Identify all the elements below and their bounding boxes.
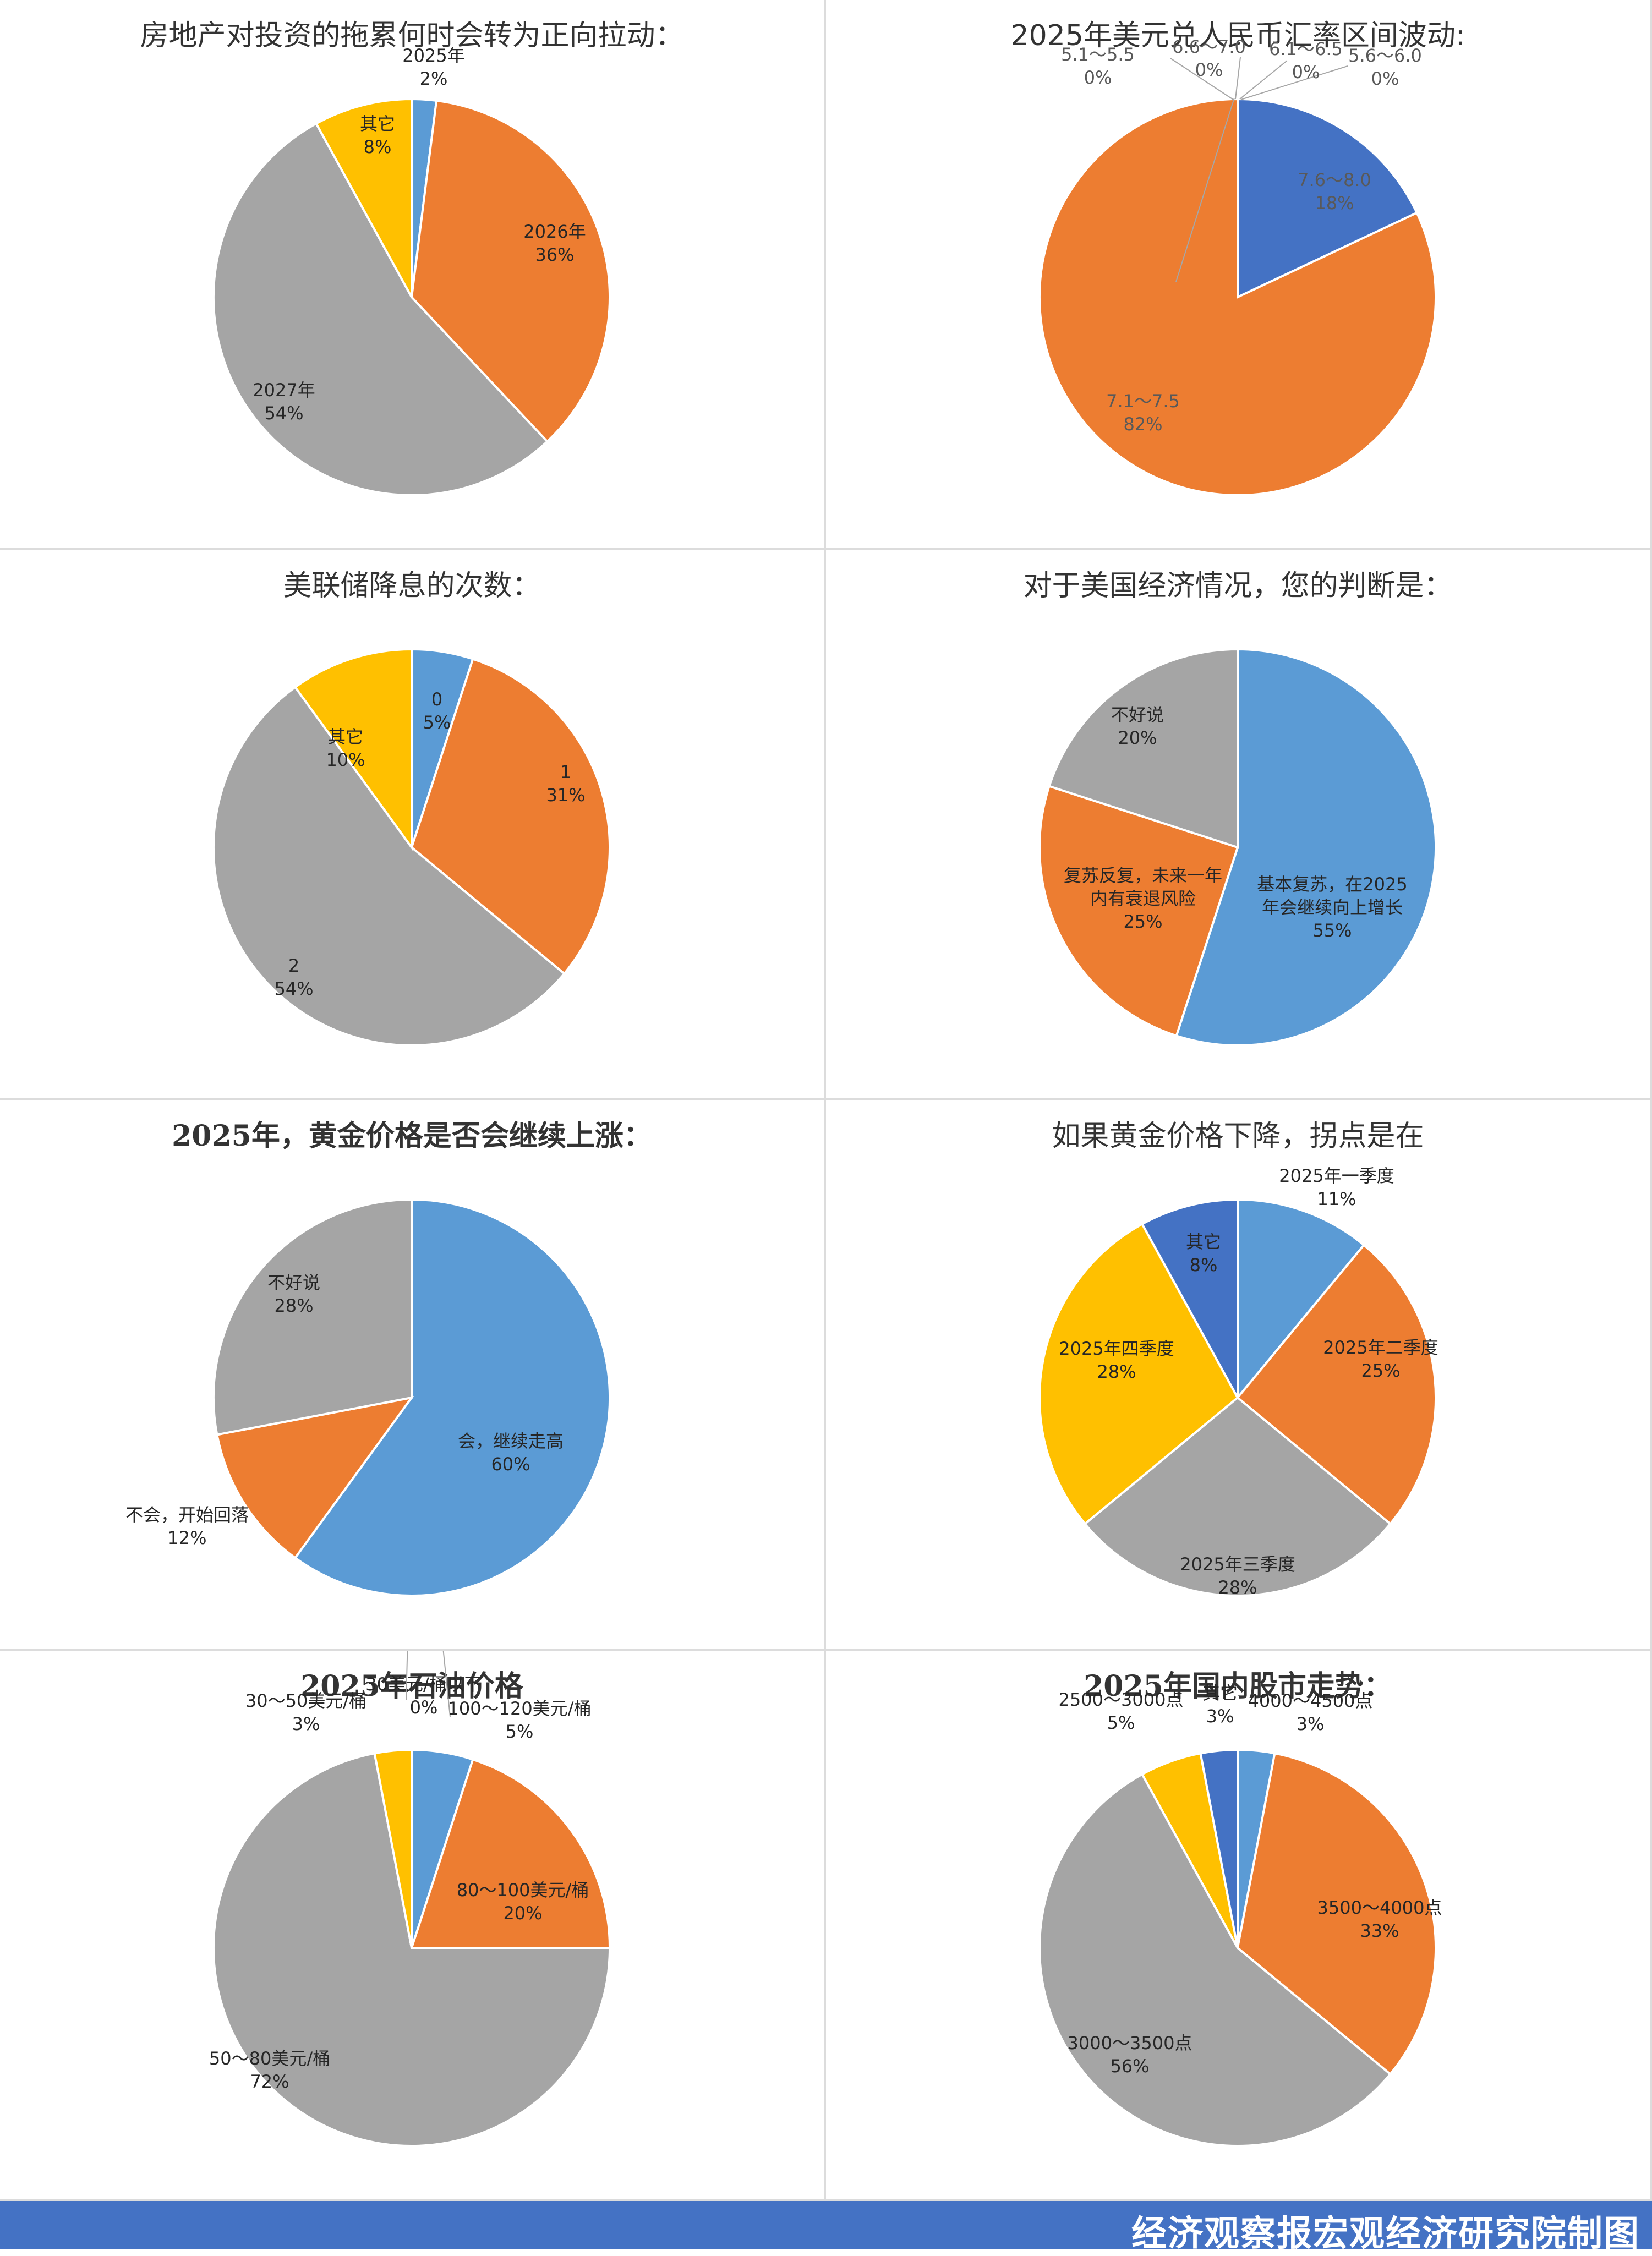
pie-slice: [1199, 1748, 1239, 1948]
slice-data-label: 100～120美元/桶 5%: [448, 1698, 592, 1742]
chart-panel-stock-market: 2025年国内股市走势： 4000～4500点 3% 3500～4000点 33% 30…: [826, 1651, 1652, 2201]
slice-data-label: 2027年 54%: [253, 380, 315, 424]
slice-data-label: 2025年三季度 28%: [1180, 1554, 1295, 1598]
pie-slice: [1140, 1198, 1239, 1398]
pie-slice: [1236, 1243, 1437, 1526]
slice-data-label: 4000～4500点 3%: [1248, 1690, 1373, 1734]
slice-data-label: 7.6～8.0 18%: [1298, 169, 1371, 213]
slice-data-label: 50～80美元/桶 72%: [209, 2048, 330, 2092]
chart-panel-real-estate: 房地产对投资的拖累何时会转为正向拉动： 2025年 2% 2026年 36% 2027年…: [0, 0, 826, 550]
pie-slice: [410, 658, 611, 976]
chart-title: 美联储降息的次数：: [283, 570, 541, 603]
pie-slice: [1237, 1198, 1366, 1401]
slice-data-label: 2025年一季度 11%: [1279, 1165, 1394, 1209]
leader-line: [1239, 60, 1288, 100]
slice-data-label: 2025年二季度 25%: [1323, 1337, 1438, 1381]
chart-panel-fed-cuts: 美联储降息的次数： 0 5% 1 31% 2 54% 其它 10%: [0, 550, 826, 1100]
slice-data-label: 0 5%: [423, 689, 451, 733]
footer-credit: 经济观察报宏观经济研究院制图: [1131, 2214, 1640, 2254]
slice-data-label: 2 54%: [274, 955, 313, 999]
slice-data-label: 2500～3000点 5%: [1059, 1689, 1184, 1733]
pie-slice: [1083, 1396, 1392, 1597]
slice-data-label: 2026年 36%: [523, 221, 586, 265]
slice-data-label: 复苏反复，未来一年内有衰退风险 25%: [1064, 865, 1222, 932]
chart-title: 2025年石油价格: [300, 1669, 523, 1703]
footer-banner: 经济观察报宏观经济研究院制图: [0, 2201, 1652, 2254]
slice-data-label: 30～50美元/桶 3%: [245, 1690, 366, 1734]
pie-slice: [1175, 648, 1437, 1047]
pie-chart-stock-market: 4000～4500点 3% 3500～4000点 33% 3000～3500点 56% 25…: [1038, 1683, 1442, 2147]
pie-slice: [1236, 1752, 1437, 2076]
pie-slice: [1237, 97, 1419, 299]
pie-slice: [1038, 1222, 1239, 1526]
pie-slice: [314, 97, 413, 298]
chart-panel-oil-price: 2025年石油价格 100～120美元/桶 5% 80～100美元/桶 20% 50～8…: [0, 1651, 826, 2201]
slice-data-label: 6.1～6.5 0%: [1269, 39, 1343, 83]
slice-data-label: 2025年 2%: [402, 45, 464, 89]
slice-data-label: 7.1～7.5 82%: [1106, 391, 1180, 435]
pie-chart-usd-cny: 7.6～8.0 18%7.1～7.5 82%6.6～7.0 0%6.1～6.5 0%5.…: [1038, 36, 1437, 496]
slice-data-label: 6.6～7.0 0%: [1172, 36, 1246, 80]
pie-slice: [212, 122, 549, 496]
chart-panel-gold-turning-point: 如果黄金价格下降，拐点是在 2025年一季度 11% 2025年二季度 25% 2025…: [826, 1100, 1652, 1651]
pie-slice: [410, 99, 611, 443]
chart-title: 2025年，黄金价格是否会继续上涨：: [172, 1119, 652, 1153]
slice-data-label: 3500～4000点 33%: [1317, 1897, 1442, 1941]
chart-panel-us-economy: 对于美国经济情况，您的判断是： 基本复苏，在2025 年会继续向上增长 55% 复苏反…: [826, 550, 1652, 1100]
chart-panel-gold-rise: 2025年，黄金价格是否会继续上涨： 会，继续走高 60% 不会，开始回落 12% 不好…: [0, 1100, 826, 1651]
chart-title: 房地产对投资的拖累何时会转为正向拉动：: [140, 19, 684, 52]
leader-line: [1175, 97, 1235, 282]
slice-data-label: 基本复苏，在2025 年会继续向上增长 55%: [1257, 874, 1407, 941]
pie-chart-fed-cuts: 0 5% 1 31% 2 54% 其它 10%: [212, 648, 611, 1047]
chart-title: 2025年国内股市走势：: [1084, 1669, 1392, 1703]
chart-title: 如果黄金价格下降，拐点是在: [1052, 1120, 1424, 1153]
slice-data-label: 其它 3%: [1202, 1683, 1238, 1727]
pie-slice: [1048, 648, 1239, 849]
pie-slice: [1038, 1772, 1392, 2147]
chart-title: 2025年美元兑人民币汇率区间波动:: [1010, 19, 1465, 52]
leader-line: [406, 1651, 408, 1701]
slice-data-label: 不会，开始回落 12%: [125, 1504, 249, 1548]
slice-data-label: 5.1～5.5 0%: [1061, 44, 1135, 88]
pie-slice: [373, 1748, 413, 1948]
slice-data-label: 其它 8%: [360, 113, 395, 157]
pie-slice: [1038, 97, 1437, 496]
slice-data-label: 80～100美元/桶 20%: [457, 1880, 589, 1924]
slice-data-label: 30美元/桶以下 0%: [365, 1674, 482, 1718]
pie-chart-us-economy: 基本复苏，在2025 年会继续向上增长 55% 复苏反复，未来一年内有衰退风险 25% 不…: [1038, 648, 1437, 1047]
slice-data-label: 不好说 20%: [1111, 704, 1164, 748]
slice-data-label: 2025年四季度 28%: [1059, 1338, 1174, 1382]
slice-data-label: 其它 10%: [326, 726, 365, 770]
pie-slice: [410, 1758, 611, 1949]
pie-slice: [212, 685, 566, 1047]
pie-chart-gold-turning-point: 2025年一季度 11% 2025年二季度 25% 2025年三季度 28% 2025年四季…: [1038, 1165, 1438, 1598]
pie-slice: [212, 1752, 611, 2147]
pie-slice: [1038, 785, 1239, 1037]
chart-title: 对于美国经济情况，您的判断是：: [1023, 570, 1453, 603]
slice-data-label: 会，继续走高 60%: [458, 1431, 564, 1475]
slice-data-label: 其它 8%: [1186, 1231, 1221, 1275]
pie-slice: [212, 1198, 413, 1436]
pie-chart-real-estate: 2025年 2% 2026年 36% 2027年 54% 其它 8%: [212, 45, 611, 496]
slice-data-label: 1 31%: [546, 762, 585, 806]
slice-data-label: 不好说 28%: [267, 1272, 320, 1316]
pie-slice: [293, 648, 413, 851]
chart-grid: 房地产对投资的拖累何时会转为正向拉动： 2025年 2% 2026年 36% 2027年…: [0, 0, 1652, 2201]
slice-data-label: 5.6～6.0 0%: [1348, 45, 1422, 89]
pie-slice: [293, 1198, 611, 1597]
leader-line: [1170, 58, 1234, 100]
leader-line: [1240, 65, 1348, 100]
pie-chart-gold-rise: 会，继续走高 60% 不会，开始回落 12% 不好说 28%: [125, 1198, 611, 1597]
pie-slice: [216, 1396, 414, 1560]
chart-panel-usd-cny: 2025年美元兑人民币汇率区间波动: 7.6～8.0 18% 7.1～7.5 82% 6…: [826, 0, 1652, 550]
pie-chart-oil-price: 100～120美元/桶 5% 80～100美元/桶 20% 50～80美元/桶 72% 30…: [209, 1651, 611, 2147]
leader-line: [442, 1651, 451, 1717]
slice-data-label: 3000～3500点 56%: [1068, 2033, 1192, 2077]
leader-line: [1235, 57, 1241, 100]
